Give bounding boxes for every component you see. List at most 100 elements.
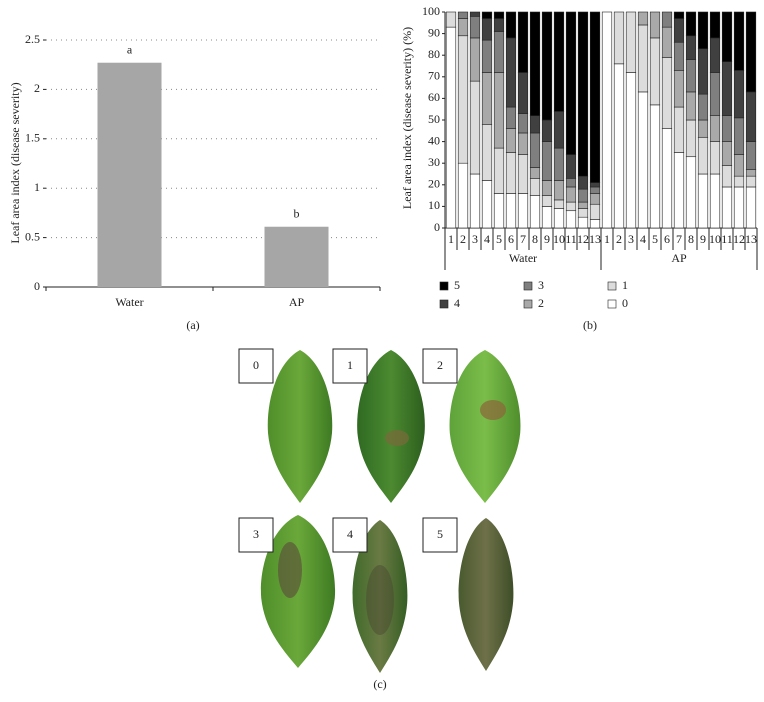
- bar-segment: [745, 175, 757, 188]
- legend-label: 4: [454, 296, 460, 310]
- bar-segment: [733, 11, 745, 71]
- bar-segment: [721, 61, 733, 116]
- bar-segment: [445, 11, 457, 28]
- y-tick-label: 20: [428, 177, 440, 191]
- x-tick-label: 2: [460, 232, 466, 246]
- bar-segment: [745, 91, 757, 142]
- bar-segment: [685, 59, 697, 93]
- y-tick-label: 0.5: [25, 229, 40, 243]
- y-tick-label: 1.5: [25, 131, 40, 145]
- bar-segment: [517, 193, 529, 229]
- scale-box: [422, 348, 458, 384]
- scale-label: 5: [437, 527, 443, 541]
- x-tick-label: 11: [565, 232, 577, 246]
- leaf-photo: [449, 350, 521, 503]
- bar-segment: [697, 93, 709, 121]
- bar-segment: [481, 39, 493, 73]
- bar-segment: [625, 11, 637, 73]
- annotation: a: [127, 42, 133, 56]
- y-tick-label: 80: [428, 47, 440, 61]
- bar-segment: [469, 11, 481, 17]
- x-tick-label: Water: [115, 295, 143, 309]
- bar-segment: [529, 115, 541, 134]
- x-tick-label: 4: [484, 232, 490, 246]
- bar-segment: [589, 186, 601, 194]
- bar-segment: [745, 141, 757, 170]
- bar-segment: [589, 182, 601, 188]
- legend-label: 3: [538, 278, 544, 292]
- y-tick-label: 40: [428, 133, 440, 147]
- bar-segment: [505, 152, 517, 194]
- bar-segment: [577, 216, 589, 229]
- bar-segment: [493, 147, 505, 194]
- bar-segment: [745, 11, 757, 93]
- bar-segment: [529, 167, 541, 179]
- x-tick-label: 6: [508, 232, 514, 246]
- scale-box: [422, 517, 458, 553]
- legend-swatch: [523, 299, 533, 309]
- bar-segment: [709, 37, 721, 73]
- lesion: [278, 542, 302, 598]
- scale-box: [332, 517, 368, 553]
- y-tick-label: 2.5: [25, 32, 40, 46]
- bar-segment: [469, 16, 481, 39]
- bar-segment: [469, 37, 481, 82]
- legend-label: 1: [622, 278, 628, 292]
- x-tick-label: 1: [604, 232, 610, 246]
- bar-segment: [673, 41, 685, 71]
- legend-label: 5: [454, 278, 460, 292]
- bar-segment: [577, 201, 589, 209]
- bar-segment: [505, 193, 517, 229]
- bar-segment: [553, 199, 565, 209]
- y-tick-label: 50: [428, 112, 440, 126]
- bar-segment: [709, 11, 721, 39]
- bar-segment: [733, 117, 745, 155]
- bar-segment: [505, 106, 517, 129]
- bar-segment: [553, 180, 565, 201]
- bar-segment: [541, 195, 553, 207]
- bar-segment: [469, 173, 481, 229]
- bar-segment: [541, 206, 553, 229]
- group-label: Water: [509, 251, 537, 265]
- bar-segment: [493, 18, 505, 32]
- legend-swatch: [439, 299, 449, 309]
- bar-segment: [661, 128, 673, 229]
- bar-segment: [553, 208, 565, 229]
- bar-segment: [505, 11, 517, 39]
- bar-segment: [577, 208, 589, 218]
- bar-segment: [517, 132, 529, 155]
- lesion: [366, 565, 394, 635]
- bar-segment: [553, 111, 565, 149]
- panel-label: (c): [373, 677, 386, 691]
- x-tick-label: 7: [520, 232, 526, 246]
- x-tick-label: 13: [589, 232, 601, 246]
- bar-segment: [613, 11, 625, 65]
- bar-segment: [673, 18, 685, 43]
- annotation: b: [294, 206, 300, 220]
- scale-label: 4: [347, 527, 353, 541]
- bar-segment: [697, 48, 709, 95]
- bar-segment: [661, 26, 673, 58]
- bar-segment: [517, 154, 529, 194]
- bar-segment: [565, 210, 577, 229]
- bar-segment: [493, 11, 505, 19]
- bar-segment: [553, 147, 565, 181]
- x-tick-label: 3: [628, 232, 634, 246]
- bar-segment: [505, 128, 517, 153]
- bar-segment: [493, 193, 505, 229]
- bar-segment: [589, 11, 601, 183]
- bar-segment: [577, 175, 589, 190]
- bar-segment: [553, 11, 565, 112]
- bar-segment: [601, 11, 613, 229]
- bar-segment: [589, 203, 601, 220]
- x-tick-label: 4: [640, 232, 646, 246]
- bar-segment: [733, 175, 745, 188]
- bar-segment: [481, 124, 493, 181]
- bar-segment: [613, 63, 625, 229]
- bar-segment: [529, 195, 541, 229]
- bar-segment: [445, 26, 457, 229]
- bar: [264, 226, 329, 287]
- legend-label: 0: [622, 296, 628, 310]
- x-tick-label: 6: [664, 232, 670, 246]
- bar-segment: [637, 91, 649, 229]
